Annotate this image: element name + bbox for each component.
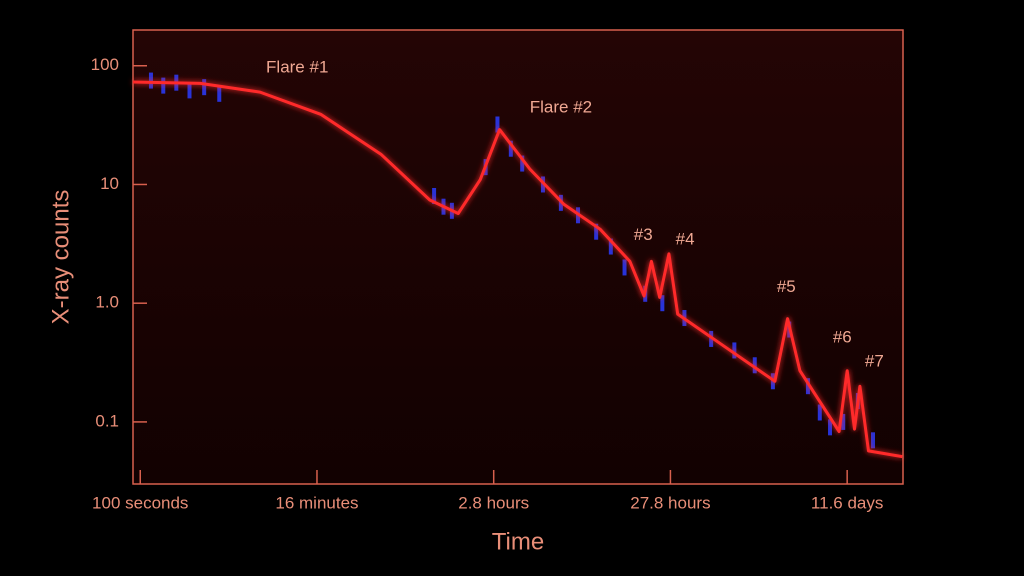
data-point bbox=[752, 357, 757, 374]
x-tick-label: 100 seconds bbox=[92, 493, 188, 512]
annotation: Flare #1 bbox=[266, 57, 328, 76]
annotation: #6 bbox=[833, 327, 852, 346]
annotation: #7 bbox=[865, 351, 884, 370]
data-point bbox=[432, 187, 437, 204]
data-point bbox=[828, 419, 833, 436]
data-point bbox=[495, 116, 500, 133]
data-point bbox=[520, 155, 525, 172]
annotation: Flare #2 bbox=[530, 98, 592, 117]
annotation: #3 bbox=[634, 225, 653, 244]
x-tick-label: 2.8 hours bbox=[458, 493, 529, 512]
data-point bbox=[187, 82, 192, 99]
y-tick-label: 100 bbox=[91, 55, 119, 74]
x-tick-label: 11.6 days bbox=[811, 493, 883, 512]
y-tick-label: 1.0 bbox=[95, 293, 119, 312]
data-point bbox=[608, 238, 613, 255]
data-point bbox=[161, 77, 166, 94]
x-tick-label: 27.8 hours bbox=[630, 493, 710, 512]
data-point bbox=[660, 295, 665, 312]
x-tick-label: 16 minutes bbox=[275, 493, 358, 512]
data-point bbox=[508, 140, 513, 157]
data-point bbox=[817, 404, 822, 421]
data-point bbox=[148, 72, 153, 89]
annotation: #5 bbox=[777, 277, 796, 296]
data-point bbox=[805, 378, 810, 395]
annotation: #4 bbox=[676, 230, 695, 249]
y-tick-label: 10 bbox=[100, 174, 119, 193]
model-curve bbox=[132, 80, 903, 459]
data-point bbox=[622, 259, 627, 276]
data-point bbox=[217, 85, 222, 102]
data-point bbox=[594, 223, 599, 240]
data-point bbox=[732, 342, 737, 359]
data-point bbox=[202, 79, 207, 96]
plot-area bbox=[132, 29, 904, 485]
data-point bbox=[841, 413, 846, 430]
y-tick-label: 0.1 bbox=[95, 411, 119, 430]
x-axis-label: Time bbox=[492, 528, 544, 555]
y-axis-label: X-ray counts bbox=[47, 190, 74, 325]
data-point bbox=[870, 432, 875, 449]
